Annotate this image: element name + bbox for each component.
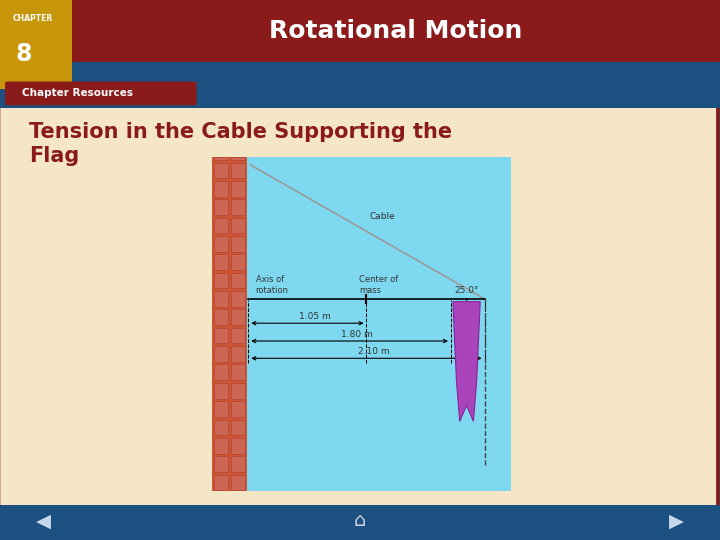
Bar (212, 157, 247, 491)
Bar (214, 438, 228, 454)
Bar (214, 309, 228, 325)
Bar (231, 346, 246, 362)
Text: 25.0°: 25.0° (454, 286, 479, 295)
Bar (231, 401, 246, 417)
Bar (231, 364, 246, 380)
Bar (231, 254, 246, 270)
Bar (214, 218, 228, 233)
Text: ⌂: ⌂ (354, 511, 366, 530)
Bar (214, 254, 228, 270)
Text: Axis of
rotation: Axis of rotation (256, 275, 289, 295)
Bar (231, 328, 246, 343)
Bar (231, 199, 246, 215)
FancyBboxPatch shape (5, 82, 197, 105)
Text: Flag: Flag (29, 146, 79, 166)
Bar (231, 291, 246, 307)
Text: Tension in the Cable Supporting the: Tension in the Cable Supporting the (29, 122, 452, 141)
Bar (214, 456, 228, 472)
Text: ◀: ◀ (36, 511, 50, 530)
Text: Chapter Resources: Chapter Resources (22, 89, 132, 98)
Bar (231, 163, 246, 178)
Bar (214, 236, 228, 252)
Bar (0, 0, 72, 89)
Bar (245, 157, 511, 491)
Bar (231, 456, 246, 472)
Bar (214, 181, 228, 197)
Bar (231, 236, 246, 252)
Bar (231, 383, 246, 399)
Text: CHAPTER: CHAPTER (13, 15, 53, 23)
Bar (231, 273, 246, 288)
Bar (231, 420, 246, 435)
Text: 1.05 m: 1.05 m (299, 312, 330, 321)
Text: Center of
mass: Center of mass (359, 275, 399, 295)
Text: ▶: ▶ (670, 511, 684, 530)
Bar (231, 181, 246, 197)
FancyBboxPatch shape (0, 96, 718, 517)
Bar (214, 157, 228, 160)
Bar (214, 475, 228, 490)
Bar (231, 475, 246, 490)
Bar (214, 328, 228, 343)
Bar (231, 309, 246, 325)
Bar (214, 291, 228, 307)
Bar (0, 59, 720, 108)
Bar (0, 505, 720, 540)
Bar (0, 0, 720, 62)
Bar (214, 383, 228, 399)
Text: Rotational Motion: Rotational Motion (269, 19, 523, 43)
Bar (231, 218, 246, 233)
Bar (214, 163, 228, 178)
Bar (214, 273, 228, 288)
Text: 2.10 m: 2.10 m (358, 347, 390, 356)
Polygon shape (453, 301, 480, 421)
Text: Cable: Cable (369, 212, 395, 221)
Text: 1.80 m: 1.80 m (341, 330, 373, 339)
Bar (231, 438, 246, 454)
Bar (214, 199, 228, 215)
Bar (214, 420, 228, 435)
Bar (214, 364, 228, 380)
Text: 8: 8 (16, 42, 32, 66)
Bar (214, 401, 228, 417)
Bar (231, 157, 246, 160)
Bar (214, 346, 228, 362)
